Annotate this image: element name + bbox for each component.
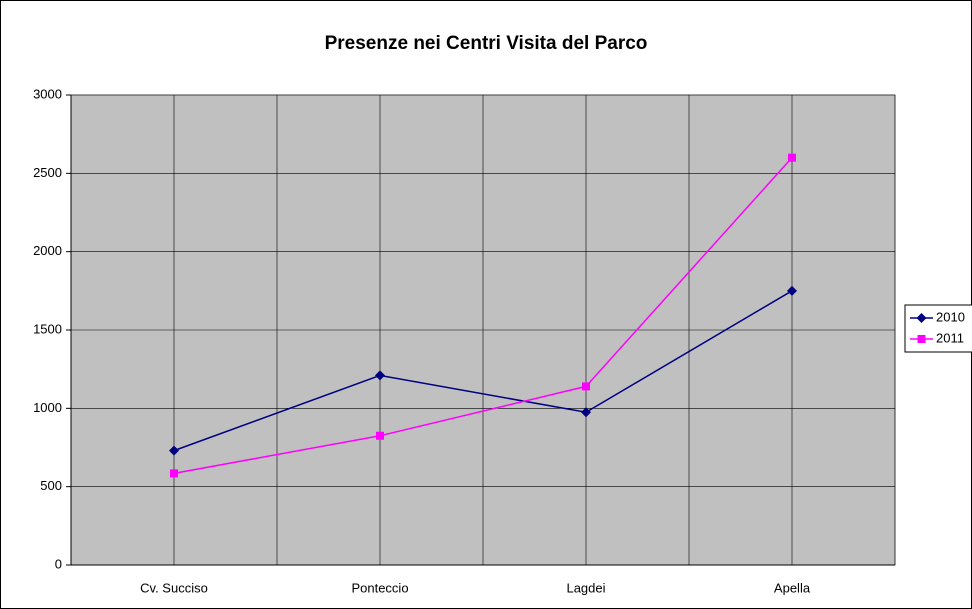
point — [169, 445, 179, 456]
point — [788, 153, 796, 162]
chart-title: Presenze nei Centri Visita del Parco — [325, 33, 648, 54]
point — [376, 431, 384, 440]
line — [173, 290, 793, 452]
y-tick-label: 500 — [40, 478, 62, 493]
x-tick-label: Apella — [774, 580, 811, 595]
legend-box — [904, 304, 972, 353]
point — [787, 285, 797, 296]
y-tick-label: 0 — [55, 556, 62, 571]
y-tick-label: 2000 — [33, 243, 62, 258]
y-tick-label: 3000 — [33, 86, 62, 101]
y-tick-label: 1500 — [33, 321, 62, 336]
point — [581, 407, 591, 418]
point — [375, 370, 385, 381]
legend-label: 2010 — [936, 309, 965, 324]
point — [170, 469, 178, 478]
legend-label: 2011 — [936, 330, 964, 345]
x-tick-label: Lagdei — [566, 580, 605, 595]
point — [917, 335, 926, 343]
y-tick-label: 2500 — [33, 165, 62, 180]
point — [916, 313, 927, 323]
line — [173, 157, 793, 475]
x-tick-label: Ponteccio — [351, 580, 408, 595]
x-tick-label: Cv. Succiso — [140, 580, 208, 595]
point — [582, 382, 590, 391]
y-tick-label: 1000 — [33, 400, 62, 415]
